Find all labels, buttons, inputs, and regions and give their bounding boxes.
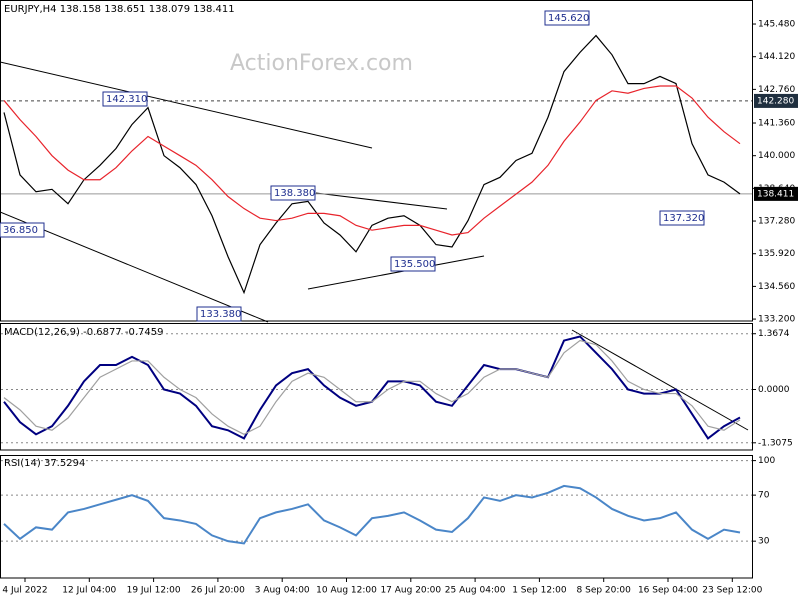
trend-line: [0, 61, 373, 149]
watermark: ActionForex.com: [230, 51, 413, 76]
y-tick-label: 141.360: [758, 119, 795, 129]
y-tick-label: 0.0000: [758, 385, 790, 395]
x-tick-label: 25 Aug 04:00: [445, 586, 506, 596]
y-tick-label: -1.3075: [758, 438, 793, 448]
series-line: [3, 34, 741, 295]
annotation: 138.380: [274, 188, 315, 199]
x-tick-label: 4 Jul 2022: [2, 586, 47, 596]
trend-line: [315, 192, 448, 210]
trend-line: [307, 255, 485, 290]
annotation-box: [196, 306, 242, 322]
rsi-title: RSI(14) 37.5294: [4, 458, 85, 469]
trend-line: [571, 329, 749, 431]
x-tick-label: 17 Aug 20:00: [380, 586, 441, 596]
annotation-box: [659, 210, 705, 226]
x-tick-label: 16 Sep 04:00: [638, 586, 698, 596]
y-tick-label: 140.000: [758, 151, 795, 161]
y-tick-label: 145.480: [758, 20, 795, 30]
x-tick-label: 1 Sep 12:00: [512, 586, 567, 596]
y-tick-label: 137.280: [758, 217, 795, 227]
x-tick-label: 8 Sep 20:00: [577, 586, 632, 596]
series-line: [3, 85, 741, 236]
level-label-box: [754, 186, 798, 201]
annotation-box: [390, 256, 436, 272]
price-title: EURJPY,H4 138.158 138.651 138.079 138.41…: [4, 4, 235, 15]
y-tick-label: 142.760: [758, 85, 795, 95]
x-tick-label: 10 Aug 12:00: [316, 586, 377, 596]
annotation-box: [102, 91, 148, 107]
x-tick-label: 26 Jul 20:00: [191, 586, 245, 596]
level-label: 142.280: [757, 96, 794, 106]
y-tick-label: 30: [758, 537, 770, 547]
x-tick-label: 3 Aug 04:00: [255, 586, 310, 596]
level-label-box: [754, 93, 798, 108]
annotation-box: [270, 185, 316, 201]
y-tick-label: 1.3674: [758, 329, 790, 339]
level-label: 138.411: [757, 189, 794, 199]
macd-title: MACD(12,26,9) -0.6877 -0.7459: [4, 327, 164, 338]
series-line: [3, 339, 741, 436]
y-tick-label: 134.560: [758, 282, 795, 292]
annotation-box: [544, 10, 590, 26]
annotation: 142.310: [106, 94, 147, 105]
annotation: 137.320: [663, 213, 704, 224]
annotation-box: [0, 222, 45, 238]
x-tick-label: 12 Jul 04:00: [62, 586, 116, 596]
price-panel: [0, 0, 753, 322]
annotation: 36.850: [3, 225, 38, 236]
annotation: 135.500: [394, 259, 435, 270]
rsi-panel: [0, 455, 753, 579]
y-tick-label: 70: [758, 491, 770, 501]
y-tick-label: 100: [758, 456, 775, 466]
x-tick-label: 19 Jul 12:00: [127, 586, 181, 596]
macd-panel: [0, 323, 753, 451]
y-tick-label: 144.120: [758, 52, 795, 62]
x-tick-label: 23 Sep 12:00: [702, 586, 762, 596]
y-tick-label: 135.920: [758, 249, 795, 259]
series-line: [3, 484, 741, 545]
y-tick-label: 133.200: [758, 315, 795, 325]
annotation: 145.620: [548, 13, 589, 24]
trend-line: [0, 211, 269, 323]
annotation: 133.380: [200, 309, 241, 320]
